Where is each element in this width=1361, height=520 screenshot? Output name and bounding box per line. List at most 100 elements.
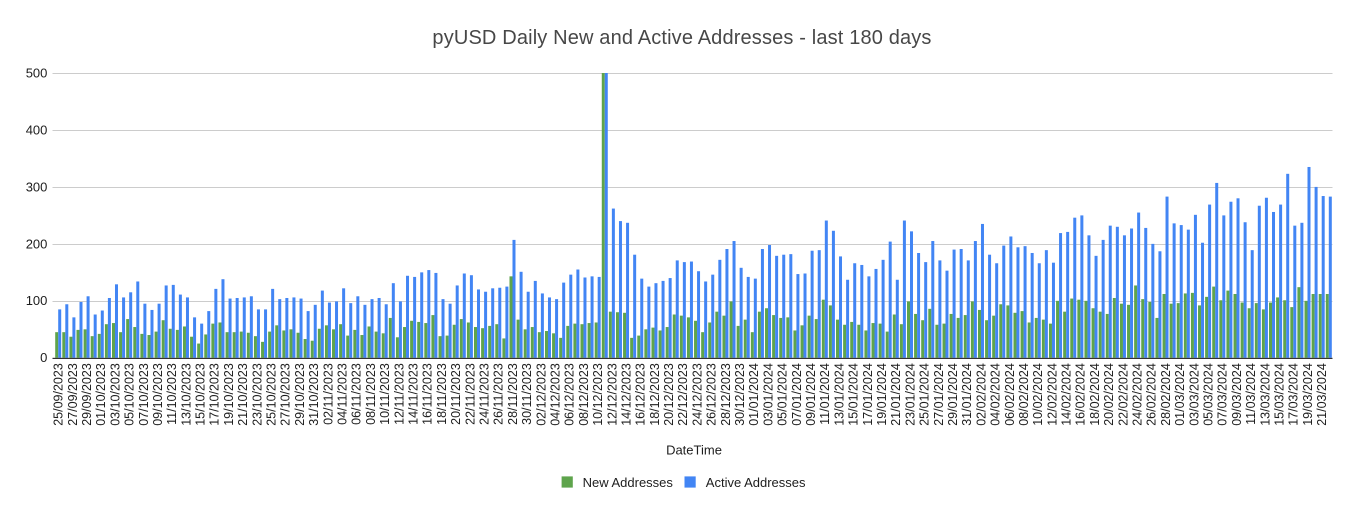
svg-text:24/12/2023: 24/12/2023 — [690, 363, 704, 426]
svg-text:12/12/2023: 12/12/2023 — [605, 363, 619, 426]
svg-text:05/03/2024: 05/03/2024 — [1202, 363, 1216, 426]
svg-text:13/10/2023: 13/10/2023 — [179, 363, 193, 426]
svg-text:22/11/2023: 22/11/2023 — [463, 363, 477, 425]
svg-text:21/10/2023: 21/10/2023 — [236, 363, 250, 426]
svg-text:18/11/2023: 18/11/2023 — [435, 363, 449, 425]
svg-text:15/01/2024: 15/01/2024 — [847, 363, 861, 426]
svg-text:300: 300 — [26, 179, 48, 194]
svg-text:08/11/2023: 08/11/2023 — [364, 363, 378, 425]
svg-text:16/12/2023: 16/12/2023 — [634, 363, 648, 426]
svg-text:05/10/2023: 05/10/2023 — [123, 363, 137, 426]
svg-text:08/12/2023: 08/12/2023 — [577, 363, 591, 426]
svg-text:11/03/2024: 11/03/2024 — [1244, 363, 1258, 425]
svg-text:DateTime: DateTime — [666, 443, 722, 458]
svg-text:28/12/2023: 28/12/2023 — [719, 363, 733, 426]
svg-text:26/02/2024: 26/02/2024 — [1145, 363, 1159, 426]
svg-text:30/12/2023: 30/12/2023 — [733, 363, 747, 426]
svg-text:27/10/2023: 27/10/2023 — [279, 363, 293, 426]
svg-text:18/12/2023: 18/12/2023 — [648, 363, 662, 426]
svg-text:02/11/2023: 02/11/2023 — [321, 363, 335, 425]
svg-text:15/03/2024: 15/03/2024 — [1273, 363, 1287, 426]
svg-text:06/02/2024: 06/02/2024 — [1003, 363, 1017, 426]
svg-text:New Addresses: New Addresses — [583, 475, 674, 490]
svg-text:10/11/2023: 10/11/2023 — [378, 363, 392, 425]
svg-text:09/03/2024: 09/03/2024 — [1230, 363, 1244, 426]
svg-text:23/01/2024: 23/01/2024 — [903, 363, 917, 426]
svg-text:15/10/2023: 15/10/2023 — [194, 363, 208, 426]
svg-text:pyUSD Daily New and Active Add: pyUSD Daily New and Active Addresses - l… — [432, 27, 931, 49]
svg-text:25/10/2023: 25/10/2023 — [265, 363, 279, 426]
svg-text:19/03/2024: 19/03/2024 — [1301, 363, 1315, 426]
svg-text:01/03/2024: 01/03/2024 — [1173, 363, 1187, 426]
svg-text:01/10/2023: 01/10/2023 — [94, 363, 108, 426]
svg-text:08/02/2024: 08/02/2024 — [1017, 363, 1031, 426]
svg-text:22/12/2023: 22/12/2023 — [676, 363, 690, 426]
svg-text:12/11/2023: 12/11/2023 — [392, 363, 406, 425]
svg-text:25/01/2024: 25/01/2024 — [918, 363, 932, 426]
svg-text:29/01/2024: 29/01/2024 — [946, 363, 960, 426]
svg-text:31/01/2024: 31/01/2024 — [960, 363, 974, 426]
svg-text:14/11/2023: 14/11/2023 — [407, 363, 421, 425]
svg-text:06/12/2023: 06/12/2023 — [563, 363, 577, 426]
svg-text:07/03/2024: 07/03/2024 — [1216, 363, 1230, 426]
svg-text:07/01/2024: 07/01/2024 — [790, 363, 804, 426]
svg-text:13/01/2024: 13/01/2024 — [832, 363, 846, 426]
svg-text:22/02/2024: 22/02/2024 — [1116, 363, 1130, 426]
svg-text:29/10/2023: 29/10/2023 — [293, 363, 307, 426]
svg-text:100: 100 — [26, 293, 48, 308]
svg-text:29/09/2023: 29/09/2023 — [80, 363, 94, 426]
svg-text:03/03/2024: 03/03/2024 — [1187, 363, 1201, 426]
svg-text:26/11/2023: 26/11/2023 — [492, 363, 506, 425]
svg-text:09/10/2023: 09/10/2023 — [151, 363, 165, 426]
svg-text:14/12/2023: 14/12/2023 — [619, 363, 633, 426]
svg-text:24/02/2024: 24/02/2024 — [1131, 363, 1145, 426]
svg-text:23/10/2023: 23/10/2023 — [250, 363, 264, 426]
svg-text:500: 500 — [26, 65, 48, 80]
svg-text:30/11/2023: 30/11/2023 — [520, 363, 534, 425]
svg-text:400: 400 — [26, 122, 48, 137]
svg-text:28/02/2024: 28/02/2024 — [1159, 363, 1173, 426]
svg-text:24/11/2023: 24/11/2023 — [478, 363, 492, 425]
svg-text:17/10/2023: 17/10/2023 — [208, 363, 222, 426]
svg-text:0: 0 — [40, 350, 47, 365]
svg-text:10/12/2023: 10/12/2023 — [591, 363, 605, 426]
svg-text:19/01/2024: 19/01/2024 — [875, 363, 889, 426]
svg-text:20/02/2024: 20/02/2024 — [1102, 363, 1116, 426]
svg-text:200: 200 — [26, 236, 48, 251]
svg-text:31/10/2023: 31/10/2023 — [307, 363, 321, 426]
svg-text:21/03/2024: 21/03/2024 — [1315, 363, 1329, 426]
svg-text:04/11/2023: 04/11/2023 — [336, 363, 350, 425]
svg-text:20/11/2023: 20/11/2023 — [449, 363, 463, 425]
svg-text:12/02/2024: 12/02/2024 — [1045, 363, 1059, 426]
svg-text:10/02/2024: 10/02/2024 — [1031, 363, 1045, 426]
svg-text:07/10/2023: 07/10/2023 — [137, 363, 151, 426]
svg-text:14/02/2024: 14/02/2024 — [1060, 363, 1074, 426]
svg-text:06/11/2023: 06/11/2023 — [350, 363, 364, 425]
svg-text:05/01/2024: 05/01/2024 — [776, 363, 790, 426]
svg-text:04/02/2024: 04/02/2024 — [989, 363, 1003, 426]
svg-text:27/09/2023: 27/09/2023 — [66, 363, 80, 426]
svg-text:19/10/2023: 19/10/2023 — [222, 363, 236, 426]
svg-text:04/12/2023: 04/12/2023 — [548, 363, 562, 426]
svg-text:17/03/2024: 17/03/2024 — [1287, 363, 1301, 426]
svg-text:20/12/2023: 20/12/2023 — [662, 363, 676, 426]
svg-text:16/02/2024: 16/02/2024 — [1074, 363, 1088, 426]
svg-text:21/01/2024: 21/01/2024 — [889, 363, 903, 426]
svg-text:09/01/2024: 09/01/2024 — [804, 363, 818, 426]
svg-text:27/01/2024: 27/01/2024 — [932, 363, 946, 426]
svg-text:Active Addresses: Active Addresses — [706, 475, 806, 490]
svg-text:26/12/2023: 26/12/2023 — [705, 363, 719, 426]
svg-text:03/10/2023: 03/10/2023 — [108, 363, 122, 426]
svg-text:13/03/2024: 13/03/2024 — [1258, 363, 1272, 426]
svg-text:01/01/2024: 01/01/2024 — [747, 363, 761, 426]
svg-text:03/01/2024: 03/01/2024 — [761, 363, 775, 426]
svg-text:11/01/2024: 11/01/2024 — [818, 363, 832, 425]
svg-text:17/01/2024: 17/01/2024 — [861, 363, 875, 426]
svg-text:16/11/2023: 16/11/2023 — [421, 363, 435, 425]
svg-text:25/09/2023: 25/09/2023 — [52, 363, 66, 426]
svg-text:11/10/2023: 11/10/2023 — [165, 363, 179, 425]
svg-text:28/11/2023: 28/11/2023 — [506, 363, 520, 425]
svg-text:02/12/2023: 02/12/2023 — [534, 363, 548, 426]
svg-text:02/02/2024: 02/02/2024 — [974, 363, 988, 426]
svg-text:18/02/2024: 18/02/2024 — [1088, 363, 1102, 426]
